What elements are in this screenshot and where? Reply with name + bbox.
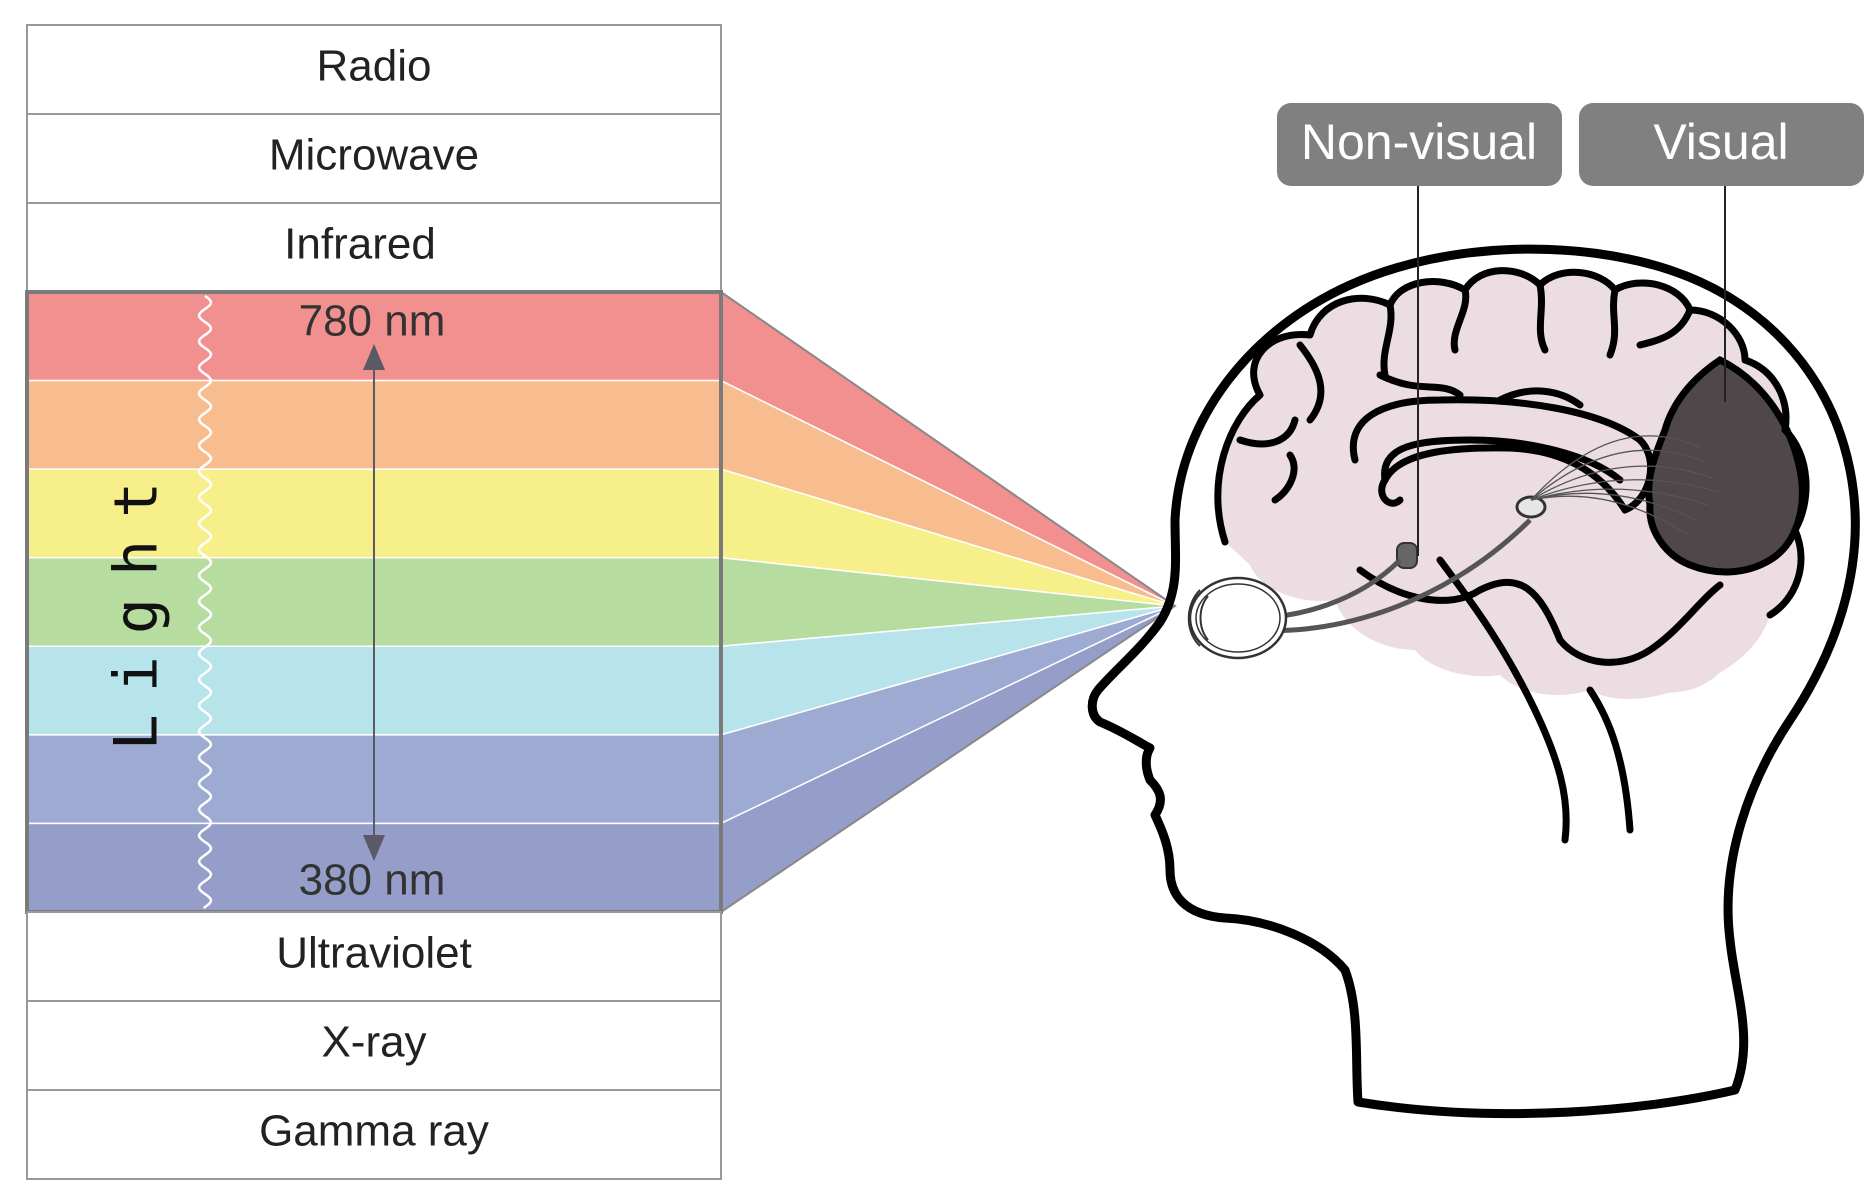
visual-label: Visual [1653, 114, 1788, 170]
fiber-6 [1530, 495, 1689, 536]
fiber-1 [1530, 449, 1706, 501]
optic-radiations [1530, 435, 1719, 536]
temporal-lobe [1356, 566, 1724, 666]
wave-line [197, 294, 213, 910]
fiber-3 [1530, 479, 1719, 501]
beam-envelope [720, 291, 1177, 913]
visual-badge [1579, 103, 1864, 186]
infrared-label: Infrared [284, 220, 436, 269]
wavelength-380-label: 380 nm [299, 856, 446, 905]
brain [1217, 270, 1807, 700]
radio-label: Radio [317, 42, 432, 91]
gamma-ray-label: Gamma ray [259, 1107, 489, 1156]
ultraviolet-band [26, 911, 722, 1002]
cerebellum [1540, 640, 1731, 694]
nonvisual-badge [1277, 103, 1562, 186]
pineal-gland [1515, 495, 1547, 519]
fold-9 [1376, 371, 1464, 399]
radio-band [26, 24, 722, 115]
brainstem-back [1586, 686, 1634, 834]
fold-10 [1496, 387, 1584, 409]
arrow-down-icon [363, 835, 385, 861]
wavelength-arrow [363, 344, 385, 861]
fold-8 [1271, 451, 1298, 504]
head-illustration [1087, 244, 1860, 1119]
visual-tag: Visual [1579, 103, 1864, 402]
fiber-0 [1530, 435, 1701, 501]
scn-node [1396, 542, 1418, 569]
fiber-4 [1530, 488, 1709, 506]
microwave-label: Microwave [269, 131, 479, 180]
fold-3 [1380, 301, 1395, 379]
nonvisual-label: Non-visual [1301, 114, 1537, 170]
arrow-up-icon [363, 344, 385, 370]
eye-icon [1187, 576, 1288, 660]
fold-6 [1606, 286, 1619, 359]
fiber-2 [1530, 465, 1713, 501]
fold-7 [1636, 306, 1694, 349]
corpus-callosum [1349, 396, 1655, 514]
head-outline [1087, 244, 1860, 1119]
light-label: Light [102, 460, 172, 751]
fold-5 [1536, 281, 1549, 354]
visual-cortex [1645, 355, 1806, 576]
nonvisual-tag: Non-visual [1277, 103, 1562, 556]
fiber-5 [1530, 492, 1697, 521]
gamma-ray-band [26, 1089, 722, 1180]
microwave-band [26, 113, 722, 204]
fold-4 [1450, 286, 1470, 354]
brain-outline [1214, 267, 1810, 619]
ultraviolet-label: Ultraviolet [276, 929, 472, 978]
fold-1 [1236, 416, 1299, 448]
upper-bands: Radio Microwave Infrared [26, 24, 722, 293]
wavelength-780-label: 780 nm [299, 297, 446, 346]
inner-fold [1381, 436, 1624, 484]
light-beams [720, 290, 1177, 914]
xray-label: X-ray [321, 1018, 426, 1067]
lower-bands: Ultraviolet X-ray Gamma ray [26, 911, 722, 1180]
fold-2 [1296, 341, 1325, 424]
infrared-band [26, 202, 722, 293]
xray-band [26, 1000, 722, 1091]
